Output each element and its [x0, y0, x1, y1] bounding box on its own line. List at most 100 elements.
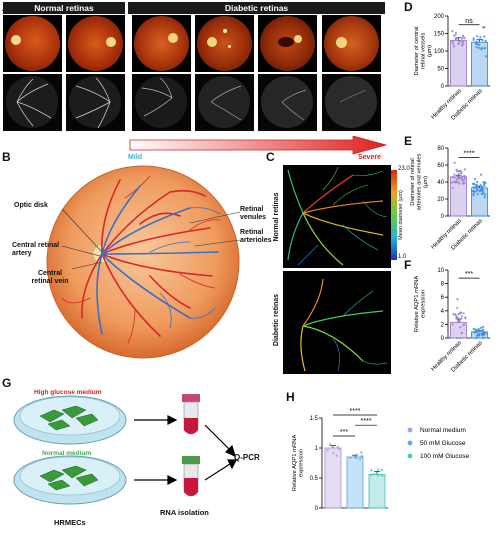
data-point: [475, 190, 478, 193]
data-point: [476, 329, 479, 332]
y-axis-label-line: arterioles and venules: [417, 154, 423, 211]
data-point: [454, 181, 457, 184]
data-point: [478, 190, 481, 193]
y-axis-label: Relative AQP1 mRNAexpression: [292, 435, 305, 492]
y-tick-label: 1: [315, 446, 319, 452]
y-axis-label-line: expression: [421, 290, 427, 318]
legend-entry: Normal medium: [420, 427, 466, 434]
data-point: [477, 38, 481, 41]
data-point: [475, 336, 478, 340]
optic-disk-pointer: [61, 208, 103, 253]
fundus-image-diabetic-1: [132, 15, 191, 72]
data-point: [464, 316, 467, 319]
data-point: [331, 445, 334, 449]
data-point: [460, 317, 463, 320]
data-point: [477, 327, 480, 330]
legend-marker: [407, 427, 413, 433]
data-point: [480, 326, 483, 330]
fundus-image-diabetic-3: [258, 15, 317, 72]
workflow-diagram: [13, 394, 237, 505]
data-point: [451, 176, 454, 179]
data-point: [474, 183, 477, 186]
data-point: [336, 445, 339, 448]
data-point: [480, 47, 483, 51]
y-axis-label-line: Relative AQP1 mRNA: [292, 435, 298, 492]
severity-gradient-arrow: [129, 136, 388, 155]
data-point: [453, 161, 456, 164]
data-point: [463, 323, 466, 326]
data-point: [483, 193, 487, 196]
y-axis-label: Relative AQP1 mRNAexpression: [414, 276, 427, 333]
data-point: [472, 192, 475, 195]
data-point: [454, 313, 457, 316]
colorbar-max: 23.0: [398, 166, 410, 172]
data-point: [476, 180, 479, 184]
y-tick-label: 0: [315, 506, 319, 512]
high-glucose-label: High glucose medium: [34, 389, 102, 396]
data-point: [478, 329, 481, 332]
y-tick-label: 150: [434, 32, 445, 38]
data-point: [475, 40, 478, 43]
data-point: [472, 186, 475, 189]
y-tick-label: 20: [437, 197, 444, 203]
data-point: [454, 33, 457, 36]
y-axis-label-line: (µm): [423, 176, 429, 188]
data-point: [459, 312, 462, 315]
y-tick-label: 80: [437, 146, 444, 152]
data-point: [462, 179, 465, 182]
data-point: [452, 42, 455, 45]
data-point: [475, 187, 478, 190]
data-point: [452, 313, 455, 316]
data-point: [454, 38, 457, 41]
data-point: [484, 55, 488, 58]
data-point: [479, 36, 482, 39]
data-point: [484, 39, 487, 43]
diabetic-retinas-header: Diabetic retinas: [128, 2, 385, 14]
data-point: [477, 46, 480, 49]
data-point: [455, 178, 458, 181]
data-point: [457, 42, 460, 46]
y-tick-label: 8: [441, 282, 445, 288]
data-point: [451, 30, 454, 33]
data-point: [453, 173, 456, 176]
panel-label-b: B: [2, 150, 11, 164]
data-point: [456, 175, 459, 178]
rna-isolation-label: RNA isolation: [160, 508, 209, 517]
y-tick-label: 100: [434, 49, 445, 55]
data-point: [483, 183, 486, 186]
data-point: [462, 312, 465, 315]
fundus-image-diabetic-2: [195, 15, 254, 72]
data-point: [459, 176, 462, 180]
central-retinal-artery-label: Central retinal artery: [12, 242, 60, 257]
severe-label: Severe: [358, 154, 381, 161]
fundus-image-normal-2: [66, 15, 125, 72]
diameter-colorbar: [391, 170, 397, 260]
data-point: [481, 39, 484, 42]
data-point: [376, 474, 380, 477]
data-point: [473, 178, 477, 181]
legend-entry: 50 mM Glucose: [420, 440, 466, 447]
retina-schematic: [46, 165, 241, 359]
data-point: [463, 181, 466, 185]
data-point: [337, 448, 341, 451]
data-point: [472, 37, 475, 40]
data-point: [477, 333, 480, 337]
y-tick-label: 4: [441, 309, 445, 315]
data-point: [381, 474, 384, 477]
data-point: [358, 458, 362, 461]
data-point: [377, 468, 380, 471]
optic-disk-label: Optic disk: [14, 202, 48, 209]
data-point: [458, 40, 461, 43]
y-tick-label: 60: [437, 163, 444, 169]
significance-label: ****: [361, 418, 372, 425]
angiography-image-diabetic-1: [132, 74, 191, 131]
data-point: [479, 173, 483, 176]
bar: [346, 456, 364, 509]
colorbar-min: 1.0: [398, 254, 407, 260]
data-point: [472, 327, 475, 330]
data-point: [471, 182, 474, 186]
y-tick-label: 40: [437, 180, 444, 186]
data-point: [454, 31, 458, 34]
data-point: [476, 193, 479, 196]
data-point: [370, 474, 373, 477]
